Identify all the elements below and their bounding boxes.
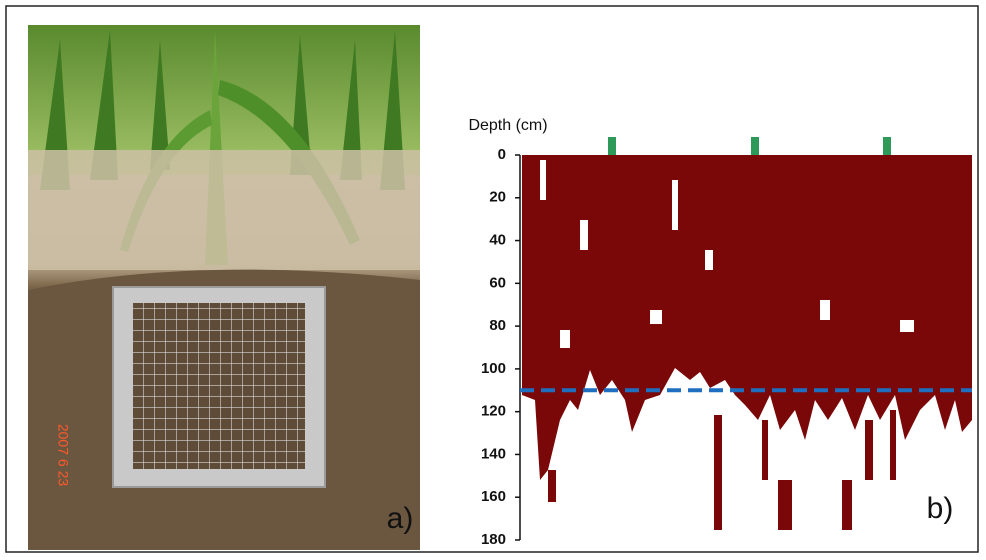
y-tick-label: 120 bbox=[481, 403, 506, 420]
y-tick-label: 80 bbox=[489, 317, 506, 334]
y-tick-label: 40 bbox=[489, 232, 506, 249]
root-map bbox=[522, 137, 972, 530]
panel-label: a) bbox=[387, 502, 414, 535]
y-axis-title: Depth (cm) bbox=[468, 117, 547, 134]
panel-label: b) bbox=[927, 492, 954, 525]
y-tick-label: 60 bbox=[489, 274, 506, 291]
y-tick-label: 100 bbox=[481, 360, 506, 377]
photo: 2007 6 23 a) bbox=[28, 25, 420, 550]
y-tick-label: 140 bbox=[481, 445, 506, 462]
y-tick-label: 180 bbox=[481, 531, 506, 548]
date-stamp: 2007 6 23 bbox=[55, 424, 71, 486]
y-tick-label: 0 bbox=[498, 146, 506, 163]
y-tick-label: 20 bbox=[489, 189, 506, 206]
y-tick-label: 160 bbox=[481, 488, 506, 505]
